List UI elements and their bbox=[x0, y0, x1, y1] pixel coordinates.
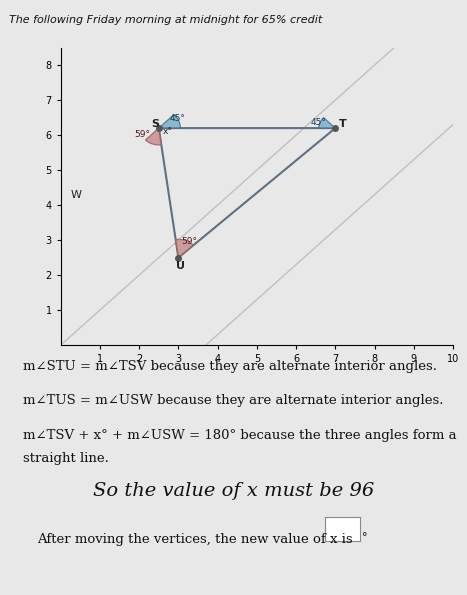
Text: 45°: 45° bbox=[311, 118, 327, 127]
Text: W: W bbox=[71, 190, 82, 200]
Polygon shape bbox=[176, 239, 193, 258]
Text: m∠STU = m∠TSV because they are alternate interior angles.: m∠STU = m∠TSV because they are alternate… bbox=[23, 360, 438, 373]
Text: So the value of x must be 96: So the value of x must be 96 bbox=[93, 483, 374, 500]
Text: S: S bbox=[152, 120, 160, 129]
Text: straight line.: straight line. bbox=[23, 452, 109, 465]
Text: m∠TSV + x° + m∠USW = 180° because the three angles form a: m∠TSV + x° + m∠USW = 180° because the th… bbox=[23, 429, 457, 442]
Polygon shape bbox=[145, 128, 161, 145]
Polygon shape bbox=[159, 114, 180, 128]
Text: After moving the vertices, the new value of x is: After moving the vertices, the new value… bbox=[37, 533, 353, 546]
Text: x°: x° bbox=[163, 127, 173, 136]
Text: T: T bbox=[339, 120, 346, 129]
Polygon shape bbox=[319, 118, 335, 128]
Text: 45°: 45° bbox=[170, 114, 186, 123]
Text: °: ° bbox=[362, 533, 368, 543]
Text: The following Friday morning at midnight for 65% credit: The following Friday morning at midnight… bbox=[9, 15, 323, 25]
Text: m∠TUS = m∠USW because they are alternate interior angles.: m∠TUS = m∠USW because they are alternate… bbox=[23, 394, 444, 408]
Text: 59°: 59° bbox=[134, 130, 150, 139]
Text: U: U bbox=[177, 261, 185, 271]
Text: 59°: 59° bbox=[182, 237, 198, 246]
